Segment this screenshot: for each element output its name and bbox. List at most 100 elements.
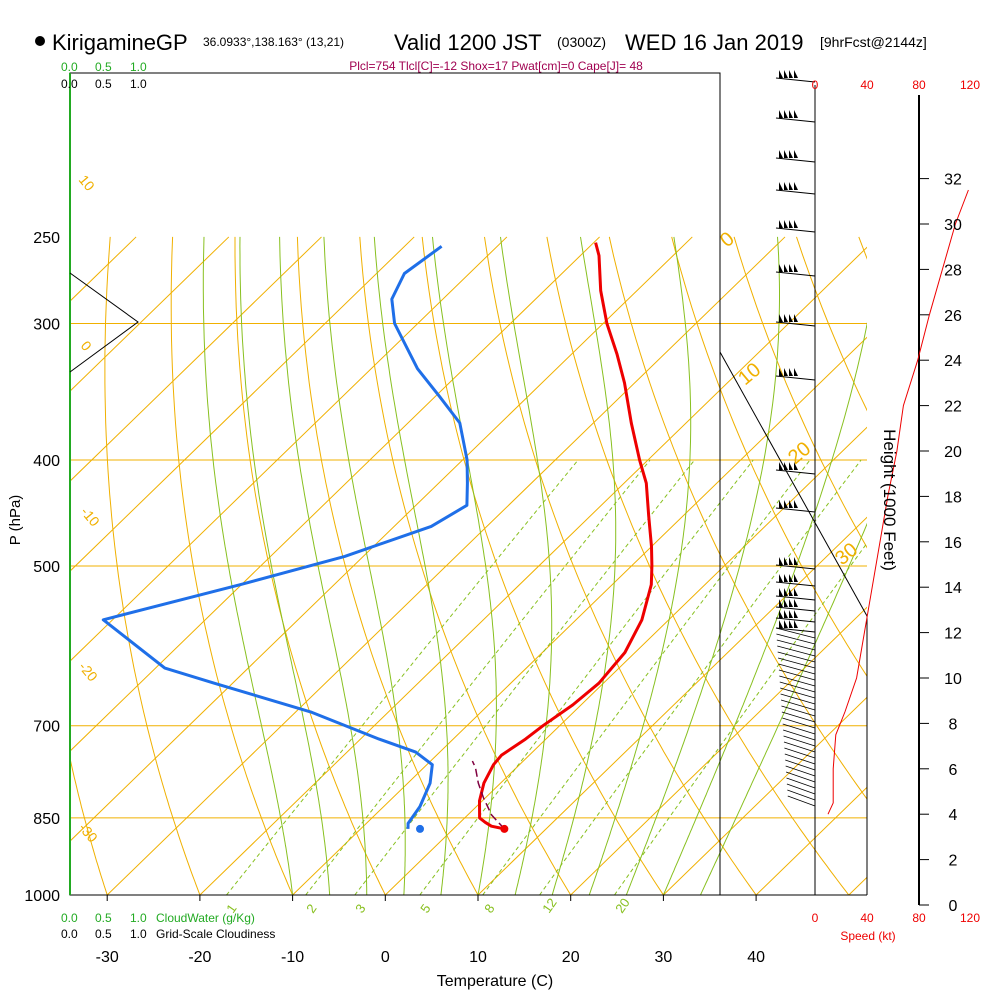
cloud-bottom-tick-0: 0.0: [61, 911, 78, 925]
wind-barb: [775, 606, 816, 612]
y-axis-label: P (hPa): [7, 495, 24, 546]
wind-barb: [775, 564, 816, 570]
wind-barb-flag: [784, 368, 788, 376]
wind-barbs: [775, 70, 969, 815]
wind-barb: [778, 663, 816, 675]
wind-barb: [777, 657, 816, 669]
wind-barb: [775, 469, 816, 475]
height-tick-label-1: 2: [949, 853, 958, 870]
cloudiness-top-tick-0: 0.0: [61, 77, 78, 91]
wind-barb-flag: [794, 220, 798, 228]
isotherm-label-4: -30: [76, 820, 101, 846]
mixing-ratio-label-1: 2: [303, 901, 319, 916]
wind-barb-flag: [784, 599, 788, 607]
wind-barb-flag: [784, 620, 788, 628]
wind-barb-flag: [779, 599, 783, 607]
x-tick-label-1: -20: [188, 949, 211, 966]
wind-barb: [775, 157, 816, 163]
wind-barb: [782, 717, 816, 729]
wind-barb-flag: [784, 610, 788, 618]
wind-barb-flag: [789, 264, 793, 272]
wind-barb-flag: [784, 220, 788, 228]
dry-adiabat-line: [484, 236, 757, 895]
x-tick-label-5: 20: [562, 949, 580, 966]
wind-barb: [785, 771, 816, 783]
isotherm-label-0: 10: [76, 172, 98, 194]
height-tick-label-7: 14: [944, 580, 962, 597]
surface-dewpoint-point: [416, 824, 425, 833]
wind-barb: [775, 627, 816, 639]
sounding-profiles: [101, 242, 654, 833]
cloud-top-tick-1: 0.5: [95, 60, 112, 74]
wind-barb: [775, 227, 816, 233]
wind-barb-flag: [789, 220, 793, 228]
dry-adiabat-line: [921, 237, 1000, 895]
speed-top-tick-2: 80: [912, 78, 926, 92]
stability-indices: Plcl=754 Tlcl[C]=-12 Shox=17 Pwat[cm]=0 …: [349, 59, 643, 73]
wind-barb: [784, 747, 816, 759]
speed-axis-label: Speed (kt): [840, 929, 895, 943]
cloud-scale-top: 0.0 0.5 1.0 0.0 0.5 1.0: [61, 60, 147, 91]
height-tick-label-11: 22: [944, 399, 962, 416]
dry-adiabat-line: [984, 237, 1000, 895]
wind-barb-flag: [779, 70, 783, 78]
wind-barb-flag: [789, 588, 793, 596]
moist-adiabat-line: [239, 236, 331, 895]
dry-adiabat-line: [359, 236, 572, 895]
wind-barb-flag: [779, 220, 783, 228]
speed-top-tick-1: 40: [860, 78, 874, 92]
wind-barb: [784, 753, 816, 765]
wind-barb: [776, 639, 816, 651]
wind-speed-line: [827, 189, 969, 815]
wind-barb-flag: [794, 264, 798, 272]
isotherm-label-1: 0: [78, 338, 95, 354]
speed-bottom-tick-3: 120: [960, 911, 980, 925]
valid-time: Valid 1200 JST: [394, 30, 542, 55]
isotherm-label-3: -20: [76, 659, 101, 685]
height-tick-label-16: 32: [944, 172, 962, 189]
mixing-ratio-label-6: 20: [612, 895, 633, 915]
pressure-tick-label-2: 400: [33, 453, 60, 470]
dry-adiabat-line: [104, 236, 201, 895]
station-name: KirigamineGP: [52, 30, 188, 55]
height-tick-label-4: 8: [949, 716, 958, 733]
wind-barb-flag: [794, 500, 798, 508]
wind-barb-flag: [779, 110, 783, 118]
mixing-ratio-label-5: 12: [539, 895, 560, 915]
wind-barb: [783, 729, 816, 741]
wind-barb: [775, 627, 816, 633]
wind-barb-flag: [789, 150, 793, 158]
isotherm-line: [70, 236, 508, 662]
cloud-water-label: CloudWater (g/Kg): [156, 911, 255, 925]
plot-border: [69, 72, 721, 896]
wind-barb: [775, 77, 816, 83]
surface-temperature-point: [500, 824, 509, 833]
wind-barb: [775, 617, 816, 623]
wind-barb-flag: [784, 182, 788, 190]
warm-isotherm-label-3: 30: [831, 539, 862, 570]
wind-barb: [779, 675, 816, 687]
mixing-ratio-line: [539, 459, 862, 895]
cloudiness-top-tick-1: 0.5: [95, 77, 112, 91]
wind-barb-flag: [794, 610, 798, 618]
moist-adiabat-line: [700, 522, 867, 895]
wind-barb: [775, 189, 816, 195]
wind-barb: [781, 705, 816, 717]
isotherm-line: [384, 426, 867, 895]
moist-adiabat-line: [625, 236, 780, 895]
chart-frames: [69, 72, 920, 905]
wind-barb-flag: [789, 462, 793, 470]
wind-barb: [777, 651, 816, 663]
dry-adiabat-line: [608, 236, 867, 800]
wind-barb-flag: [779, 264, 783, 272]
isotherm-label-2: -10: [78, 504, 103, 530]
mixing-ratio-line: [419, 459, 754, 895]
wind-barb: [779, 681, 816, 693]
wind-barb-flag: [789, 182, 793, 190]
isotherm-line: [70, 236, 600, 752]
wind-barb: [775, 581, 816, 587]
wind-barb: [775, 271, 816, 277]
wind-barb-flag: [794, 462, 798, 470]
wind-barb-flag: [789, 574, 793, 582]
cloudiness-label: Grid-Scale Cloudiness: [156, 927, 275, 941]
